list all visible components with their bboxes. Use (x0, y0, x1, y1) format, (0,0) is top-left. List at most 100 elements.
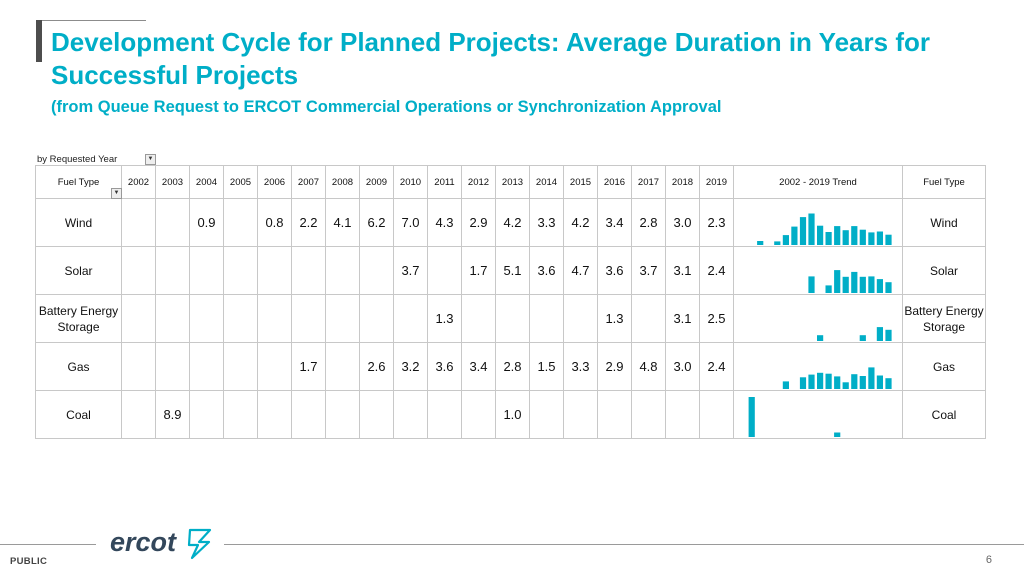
duration-cell: 2.2 (291, 198, 326, 247)
fuel-type-cell-right: Battery Energy Storage (902, 294, 986, 343)
trend-bar (808, 374, 815, 389)
fuel-type-cell: Gas (35, 342, 122, 391)
duration-cell: 3.0 (665, 342, 700, 391)
duration-cell: 1.7 (461, 246, 496, 295)
duration-cell (121, 246, 156, 295)
trend-bar (834, 432, 841, 437)
duration-cell (597, 390, 632, 439)
fuel-type-cell: Coal (35, 390, 122, 439)
duration-cell (121, 390, 156, 439)
trend-sparkline (782, 366, 892, 389)
duration-cell (189, 294, 224, 343)
duration-cell: 3.3 (529, 198, 564, 247)
table-body: Wind 0.9 0.8 2.2 4.1 6.2 7.0 4.3 2.9 4.2 3.3 4.2 3.4… (35, 198, 986, 439)
year-header: 2002 (121, 165, 156, 199)
duration-cell: 2.9 (597, 342, 632, 391)
duration-cell: 4.3 (427, 198, 462, 247)
duration-cell (563, 390, 598, 439)
duration-cell (155, 246, 190, 295)
duration-cell (631, 294, 666, 343)
duration-cell: 4.1 (325, 198, 360, 247)
trend-bar (791, 226, 798, 245)
duration-cell: 3.3 (563, 342, 598, 391)
duration-cell (155, 198, 190, 247)
footer-divider-right (224, 544, 1024, 545)
fuel-type-header-right: Fuel Type (902, 165, 986, 199)
duration-cell (257, 246, 292, 295)
trend-bar (834, 225, 841, 245)
trend-bar (859, 375, 866, 389)
trend-sparkline (808, 269, 892, 293)
trend-bar (876, 326, 883, 341)
year-header: 2003 (155, 165, 190, 199)
duration-cell: 2.6 (359, 342, 394, 391)
duration-cell (461, 294, 496, 343)
trend-bar (782, 380, 789, 389)
duration-cell: 3.2 (393, 342, 428, 391)
duration-cell (325, 294, 360, 343)
trend-bar (868, 231, 875, 245)
duration-cell: 3.7 (393, 246, 428, 295)
trend-bar (876, 231, 883, 245)
year-header: 2011 (427, 165, 462, 199)
duration-cell: 3.4 (597, 198, 632, 247)
table-row: Wind 0.9 0.8 2.2 4.1 6.2 7.0 4.3 2.9 4.2 3.3 4.2 3.4… (35, 198, 986, 247)
duration-cell (257, 342, 292, 391)
duration-cell: 2.4 (699, 342, 734, 391)
duration-cell: 2.4 (699, 246, 734, 295)
footer-divider-left (0, 544, 96, 545)
title-accent-bar (36, 20, 42, 62)
duration-cell: 1.3 (597, 294, 632, 343)
trend-bar (868, 366, 875, 389)
trend-sparkline (757, 213, 892, 245)
trend-bar (859, 229, 866, 245)
duration-cell: 0.9 (189, 198, 224, 247)
duration-cell (223, 342, 258, 391)
duration-cell (223, 246, 258, 295)
duration-cell: 3.1 (665, 246, 700, 295)
page-number: 6 (985, 554, 992, 566)
table-row: Battery Energy Storage 1.3 1.3 3.1 2.5 Batter… (35, 294, 986, 343)
duration-cell (495, 294, 530, 343)
duration-table: Fuel Type 2002 2003 2004 2005 2006 2007 2008 200… (35, 165, 986, 439)
requested-year-filter-label: by Requested Year (37, 154, 118, 165)
year-header: 2006 (257, 165, 292, 199)
trend-bar (817, 334, 824, 341)
year-header: 2018 (665, 165, 700, 199)
trend-bar (885, 281, 892, 293)
trend-sparkline (817, 326, 892, 341)
trend-bar (834, 375, 841, 389)
duration-cell (189, 342, 224, 391)
page-title: Development Cycle for Planned Projects: … (51, 27, 930, 90)
duration-cell: 1.0 (495, 390, 530, 439)
classification-label: PUBLIC (10, 556, 48, 567)
requested-year-filter-icon[interactable]: ▼ (145, 154, 156, 165)
trend-bar (885, 234, 892, 245)
duration-cell (529, 294, 564, 343)
fuel-type-cell-right: Wind (902, 198, 986, 247)
trend-bar (868, 275, 875, 293)
trend-bar (876, 375, 883, 389)
duration-cell (189, 246, 224, 295)
trend-bar (799, 216, 807, 245)
duration-cell: 3.4 (461, 342, 496, 391)
year-header: 2017 (631, 165, 666, 199)
duration-cell (393, 294, 428, 343)
duration-cell (325, 390, 360, 439)
duration-cell (291, 294, 326, 343)
duration-cell (665, 390, 700, 439)
fuel-type-filter-icon[interactable]: ▼ (111, 188, 122, 199)
trend-bar (748, 396, 755, 437)
duration-cell (121, 198, 156, 247)
duration-cell (393, 390, 428, 439)
table-row: Gas 1.7 2.6 3.2 3.6 3.4 2.8 1.5 3.3 2.9 4.8 3.0 2.4 G… (35, 342, 986, 391)
duration-cell: 7.0 (393, 198, 428, 247)
duration-cell: 1.3 (427, 294, 462, 343)
duration-cell: 2.9 (461, 198, 496, 247)
duration-cell (359, 390, 394, 439)
trend-cell (733, 198, 903, 247)
trend-bar (885, 377, 892, 389)
fuel-type-cell: Wind (35, 198, 122, 247)
year-header: 2007 (291, 165, 326, 199)
fuel-type-cell-right: Solar (902, 246, 986, 295)
